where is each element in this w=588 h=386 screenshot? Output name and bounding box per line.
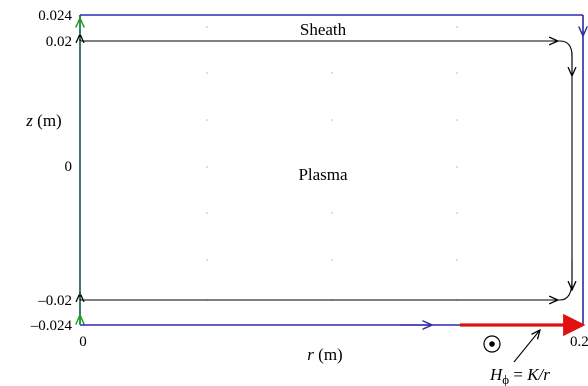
r-tick-0.2: 0.2 (570, 334, 588, 350)
z-tick-0: 0 (65, 159, 73, 175)
inner-field-line (80, 40, 573, 301)
z-tick-0.02: 0.02 (46, 34, 72, 50)
out-of-page-symbol (483, 335, 501, 353)
z-tick-neg-0.024: –0.024 (30, 318, 73, 334)
z-axis-label: z (m) (25, 111, 61, 130)
grid-dots (206, 26, 458, 301)
r-axis-label: r (m) (307, 345, 342, 364)
sheath-label: Sheath (300, 20, 347, 39)
outer-boundary-arrows (400, 30, 583, 325)
z-tick-neg-0.02: –0.02 (37, 293, 72, 309)
z-tick-0.024: 0.024 (38, 8, 72, 24)
field-annotation: Hϕ = K/r (489, 365, 550, 386)
plasma-label: Plasma (298, 165, 348, 184)
inner-field-arrows (80, 34, 572, 300)
r-tick-0: 0 (79, 334, 87, 350)
annotation-pointer (513, 330, 540, 363)
